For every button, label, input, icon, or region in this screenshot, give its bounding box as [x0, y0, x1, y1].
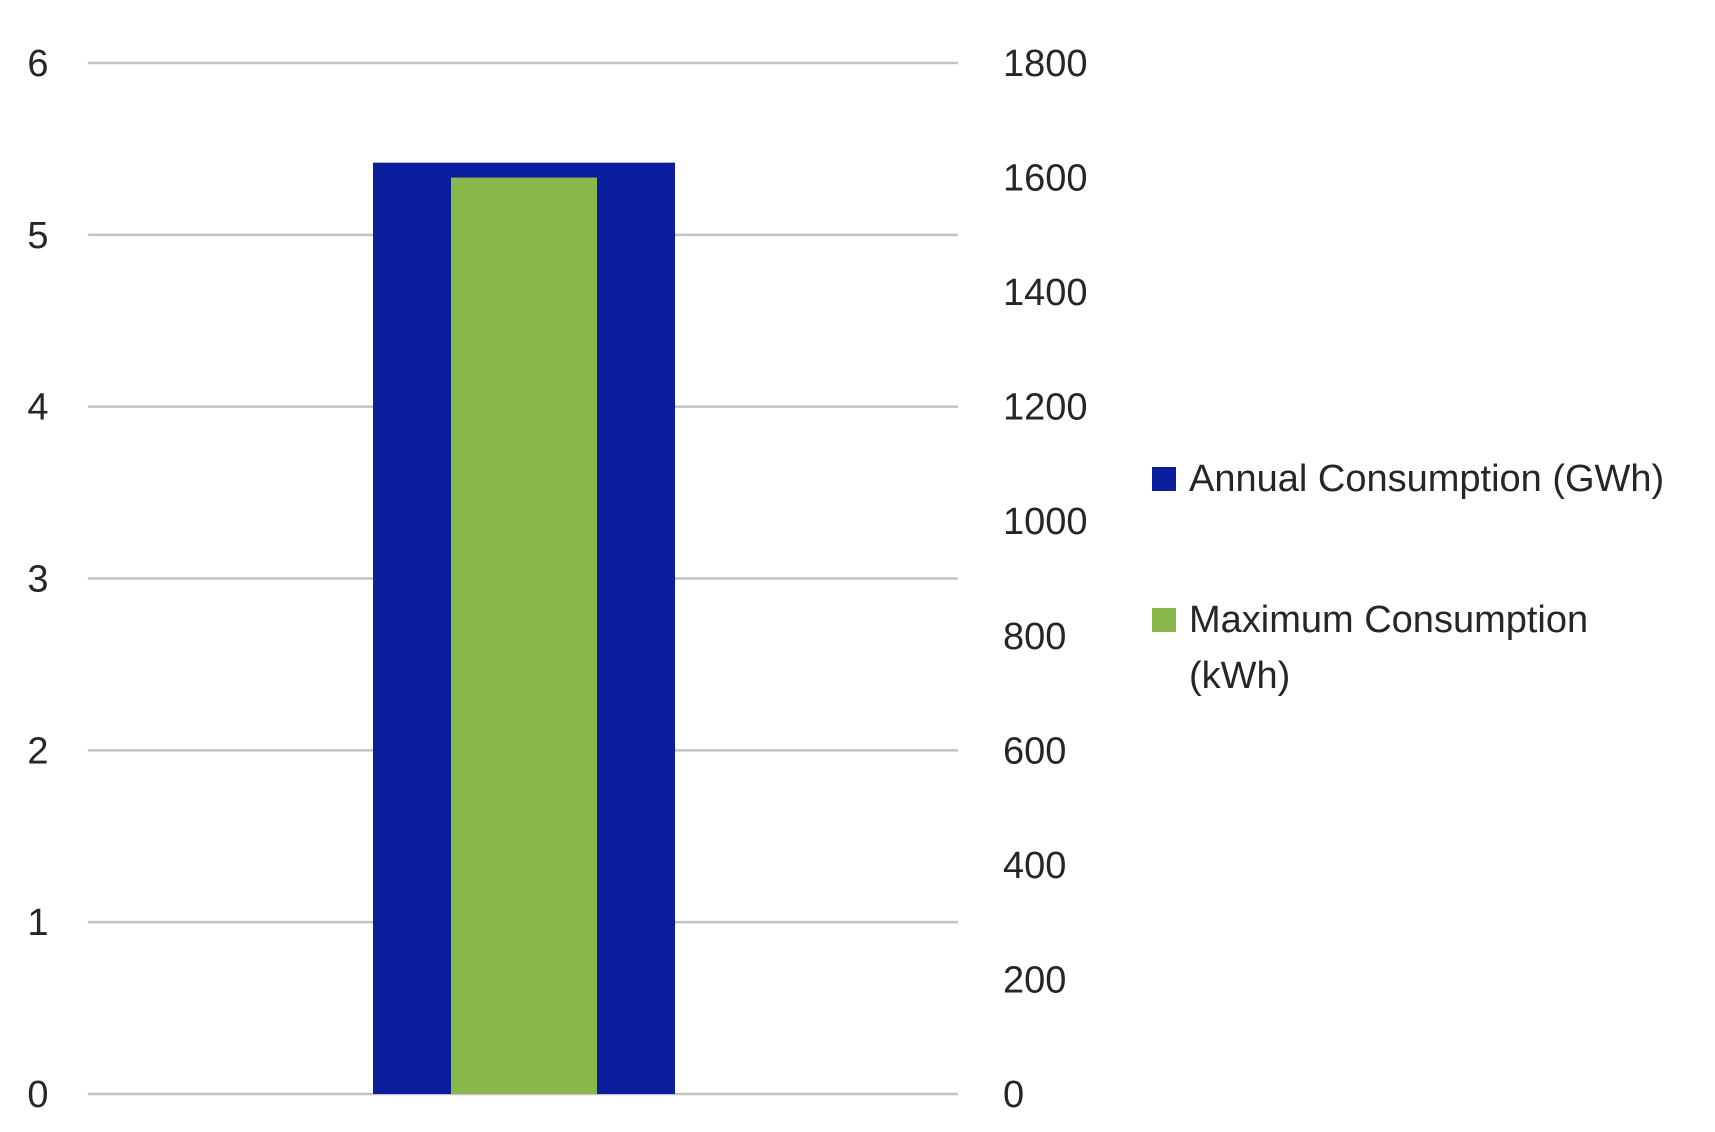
right-tick-label: 1000	[1003, 501, 1088, 543]
right-axis-tick-labels: 0 200 400 600 800 1000 1200 1400 1600 1800	[1003, 43, 1088, 1116]
right-tick-label: 400	[1003, 845, 1066, 887]
legend-swatch	[1152, 467, 1176, 491]
legend-label: Annual Consumption (GWh)	[1189, 458, 1664, 500]
right-tick-label: 1600	[1003, 158, 1088, 200]
right-tick-label: 600	[1003, 730, 1066, 772]
left-tick-label: 3	[27, 559, 48, 601]
bar-maximum-consumption	[451, 177, 597, 1095]
legend-label: Maximum Consumption	[1189, 599, 1588, 641]
left-axis-tick-labels: 0 1 2 3 4 5 6	[27, 43, 48, 1116]
right-tick-label: 1400	[1003, 272, 1088, 314]
left-tick-label: 6	[27, 43, 48, 85]
left-tick-label: 2	[27, 730, 48, 772]
right-tick-label: 0	[1003, 1074, 1024, 1116]
left-tick-label: 4	[27, 387, 48, 429]
right-tick-label: 1200	[1003, 387, 1088, 429]
legend-label: (kWh)	[1189, 655, 1290, 697]
left-tick-label: 0	[27, 1074, 48, 1116]
right-tick-label: 200	[1003, 959, 1066, 1001]
right-tick-label: 800	[1003, 616, 1066, 658]
left-tick-label: 1	[27, 902, 48, 944]
bars	[373, 162, 675, 1095]
legend: Annual Consumption (GWh) Maximum Consumpt…	[1152, 458, 1664, 697]
right-tick-label: 1800	[1003, 43, 1088, 85]
legend-swatch	[1152, 608, 1176, 632]
left-tick-label: 5	[27, 215, 48, 257]
